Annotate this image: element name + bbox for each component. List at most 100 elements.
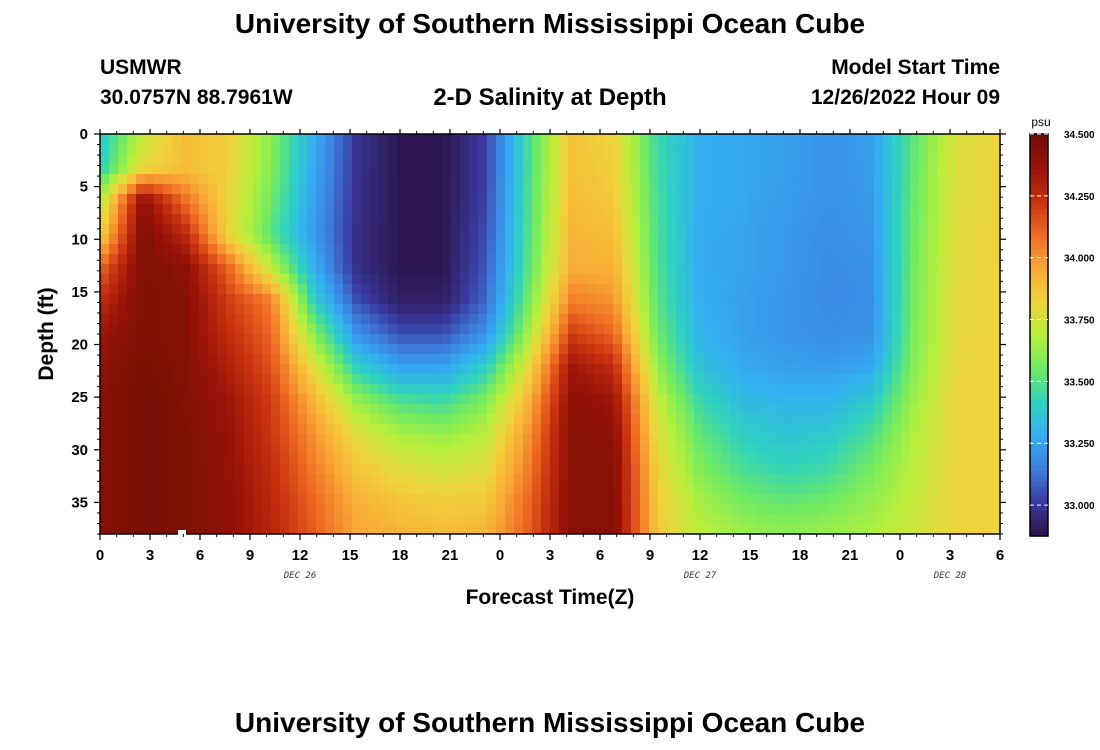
heatmap-cell [190, 494, 200, 505]
heatmap-cell [856, 154, 866, 165]
y-tick-label: 20 [71, 337, 88, 354]
heatmap-cell [550, 414, 560, 425]
heatmap-cell [784, 424, 794, 435]
heatmap-cell [865, 144, 875, 155]
heatmap-cell [856, 314, 866, 325]
heatmap-cell [136, 444, 146, 455]
heatmap-cell [757, 464, 767, 475]
heatmap-cell [433, 474, 443, 485]
heatmap-cell [262, 234, 272, 245]
heatmap-cell [946, 454, 956, 465]
heatmap-cell [289, 254, 299, 265]
heatmap-cell [532, 524, 542, 534]
heatmap-cell [991, 474, 1000, 485]
colorbar-segment [1030, 380, 1048, 386]
heatmap-cell [721, 484, 731, 495]
heatmap-cell [100, 234, 110, 245]
heatmap-cell [469, 214, 479, 225]
heatmap-cell [487, 434, 497, 445]
heatmap-cell [271, 464, 281, 475]
heatmap-cell [892, 204, 902, 215]
heatmap-cell [892, 154, 902, 165]
heatmap-cell [838, 514, 848, 525]
heatmap-cell [685, 224, 695, 235]
heatmap-cell [532, 484, 542, 495]
heatmap-cell [532, 164, 542, 175]
heatmap-cell [127, 224, 137, 235]
heatmap-cell [109, 224, 119, 235]
heatmap-cell [163, 204, 173, 215]
heatmap-cell [946, 374, 956, 385]
heatmap-cell [811, 474, 821, 485]
heatmap-cell [460, 134, 470, 145]
heatmap-cell [415, 424, 425, 435]
heatmap-cell [595, 164, 605, 175]
heatmap-cell [343, 514, 353, 525]
heatmap-cell [703, 314, 713, 325]
heatmap-cell [901, 434, 911, 445]
heatmap-cell [406, 304, 416, 315]
heatmap-cell [397, 524, 407, 534]
heatmap-cell [739, 424, 749, 435]
heatmap-cell [127, 194, 137, 205]
heatmap-cell [352, 464, 362, 475]
heatmap-cell [721, 344, 731, 355]
colorbar-segment [1030, 279, 1048, 286]
heatmap-cell [586, 454, 596, 465]
heatmap-cell [235, 314, 245, 325]
heatmap-cell [775, 254, 785, 265]
heatmap-cell [919, 164, 929, 175]
heatmap-cell [622, 424, 632, 435]
heatmap-cell [325, 284, 335, 295]
heatmap-cell [433, 304, 443, 315]
heatmap-cell [784, 154, 794, 165]
heatmap-cell [775, 284, 785, 295]
heatmap-cell [100, 474, 110, 485]
heatmap-cell [748, 244, 758, 255]
colorbar-segment [1030, 530, 1048, 537]
heatmap-cell [361, 304, 371, 315]
heatmap-cell [892, 334, 902, 345]
heatmap-cell [505, 224, 515, 235]
heatmap-cell [415, 394, 425, 405]
heatmap-cell [271, 204, 281, 215]
heatmap-cell [586, 434, 596, 445]
heatmap-cell [703, 514, 713, 525]
heatmap-cell [496, 454, 506, 465]
heatmap-cell [496, 344, 506, 355]
heatmap-cell [892, 254, 902, 265]
heatmap-cell [856, 254, 866, 265]
heatmap-cell [568, 314, 578, 325]
heatmap-cell [469, 134, 479, 145]
heatmap-cell [982, 374, 992, 385]
heatmap-cell [883, 194, 893, 205]
heatmap-cell [226, 334, 236, 345]
heatmap-cell [316, 344, 326, 355]
heatmap-cell [955, 504, 965, 515]
heatmap-cell [649, 324, 659, 335]
heatmap-cell [181, 514, 191, 525]
heatmap-cell [613, 344, 623, 355]
heatmap-cell [748, 354, 758, 365]
heatmap-cell [730, 174, 740, 185]
heatmap-cell [910, 294, 920, 305]
heatmap-cell [820, 354, 830, 365]
heatmap-cell [874, 154, 884, 165]
heatmap-cell [955, 414, 965, 425]
heatmap-cell [559, 234, 569, 245]
heatmap-cell [442, 294, 452, 305]
heatmap-cell [424, 344, 434, 355]
heatmap-cell [379, 404, 389, 415]
heatmap-cell [766, 194, 776, 205]
x-tick-label: 15 [742, 547, 759, 564]
heatmap-cell [766, 314, 776, 325]
heatmap-cell [109, 174, 119, 185]
heatmap-cell [280, 334, 290, 345]
heatmap-cell [451, 494, 461, 505]
heatmap-cell [730, 334, 740, 345]
heatmap-cell [190, 484, 200, 495]
heatmap-cell [406, 224, 416, 235]
heatmap-cell [757, 254, 767, 265]
heatmap-cell [784, 214, 794, 225]
heatmap-cell [649, 304, 659, 315]
